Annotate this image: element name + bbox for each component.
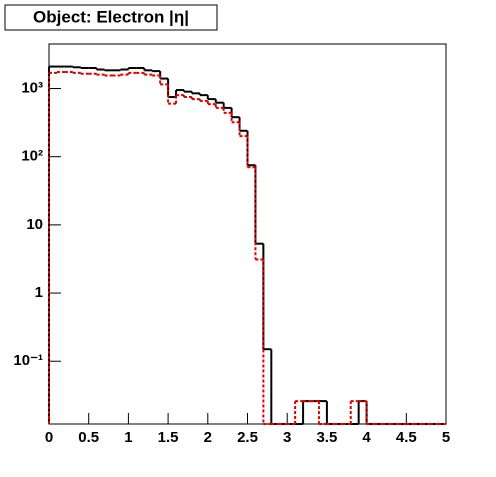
x-tick-label: 4 — [362, 429, 371, 446]
y-tick-label: 1 — [35, 284, 43, 301]
x-tick-label: 4.5 — [396, 429, 417, 446]
x-tick-label: 3.5 — [316, 429, 337, 446]
x-tick-label: 1 — [124, 429, 132, 446]
x-tick-label: 2.5 — [237, 429, 258, 446]
x-tick-label: 0.5 — [78, 429, 99, 446]
y-tick-label: 10 — [26, 216, 43, 233]
x-tick-label: 3 — [283, 429, 291, 446]
y-tick-label: 10³ — [21, 80, 43, 97]
y-tick-label: 10⁻¹ — [13, 352, 43, 369]
x-tick-label: 5 — [442, 429, 450, 446]
plot-frame — [48, 43, 447, 425]
x-tick-label: 2 — [204, 429, 212, 446]
x-tick-label: 0 — [45, 429, 53, 446]
chart-title: Object: Electron |η| — [33, 7, 189, 26]
title-box — [4, 4, 218, 31]
y-tick-label: 10² — [21, 148, 43, 165]
x-tick-label: 1.5 — [158, 429, 179, 446]
